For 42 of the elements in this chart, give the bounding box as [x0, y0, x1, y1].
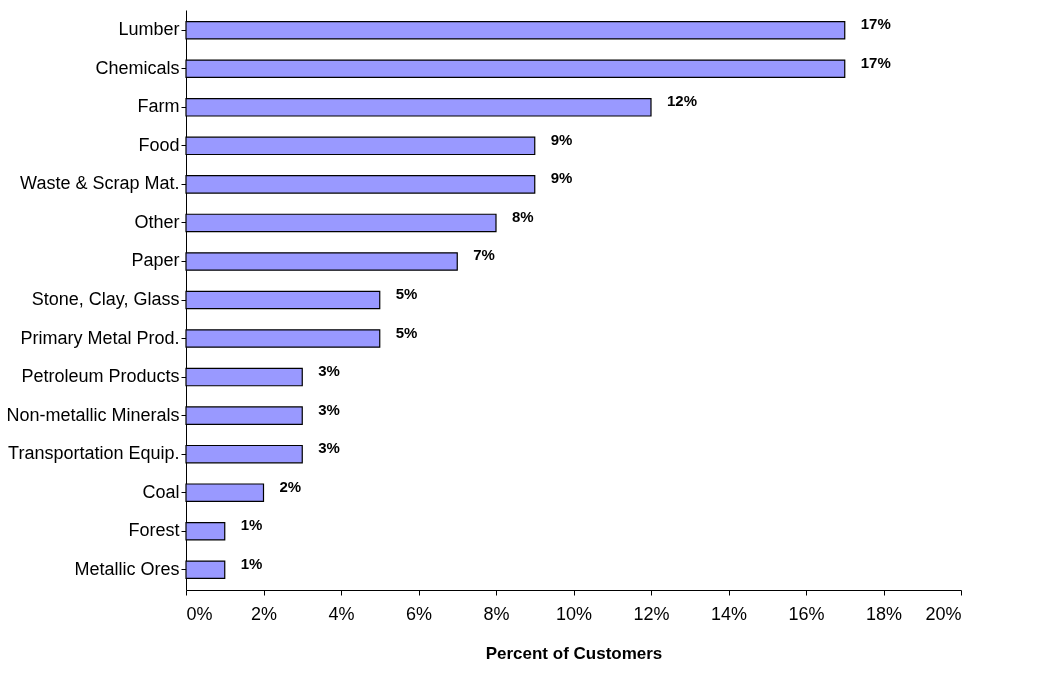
y-tick-label: Lumber — [118, 19, 180, 40]
x-tick-label: 16% — [788, 603, 825, 624]
data-label: 17% — [860, 53, 891, 71]
data-label: 9% — [550, 130, 573, 148]
y-tick-label: Stone, Clay, Glass — [31, 289, 180, 309]
y-tick-label: Coal — [142, 481, 180, 502]
data-label: 3% — [318, 400, 340, 418]
y-tick-label: Farm — [137, 96, 180, 117]
x-tick-label: 20% — [925, 603, 962, 624]
y-tick-label: Other — [134, 211, 180, 232]
x-axis-title: Percent of Customers — [485, 643, 663, 663]
data-label: 5% — [395, 285, 418, 302]
x-tick-label: 14% — [710, 603, 748, 624]
y-tick-label: Food — [138, 134, 180, 155]
x-tick-label: 8% — [483, 603, 510, 624]
data-label: 3% — [318, 362, 340, 380]
y-tick-label: Chemicals — [95, 57, 180, 78]
y-tick-label: Paper — [131, 250, 180, 271]
y-tick-label: Non-metallic Minerals — [6, 404, 180, 425]
x-tick-label: 10% — [555, 603, 593, 624]
y-tick-label: Petroleum Products — [21, 366, 180, 387]
data-label: 1% — [240, 516, 263, 534]
x-tick-label: 18% — [865, 603, 903, 624]
data-label: 8% — [512, 207, 534, 225]
x-tick-label: 0% — [186, 603, 213, 624]
data-label: 17% — [860, 15, 891, 33]
data-label: 12% — [667, 92, 698, 110]
data-label: 5% — [395, 323, 418, 341]
y-tick-label: Waste & Scrap Mat. — [20, 173, 180, 194]
y-tick-label: Primary Metal Prod. — [20, 327, 180, 348]
y-tick-label: Transportation Equip. — [8, 443, 180, 464]
data-label: 1% — [240, 554, 263, 572]
x-tick-label: 12% — [633, 603, 670, 624]
data-label: 2% — [279, 477, 302, 495]
x-tick-label: 6% — [405, 603, 433, 624]
data-label: 9% — [550, 169, 573, 187]
y-tick-label: Forest — [128, 520, 180, 541]
x-tick-label: 2% — [250, 603, 278, 624]
y-tick-label: Metallic Ores — [74, 558, 180, 579]
data-label: 7% — [473, 246, 495, 264]
data-label: 3% — [318, 439, 340, 457]
x-tick-label: 4% — [328, 603, 355, 624]
